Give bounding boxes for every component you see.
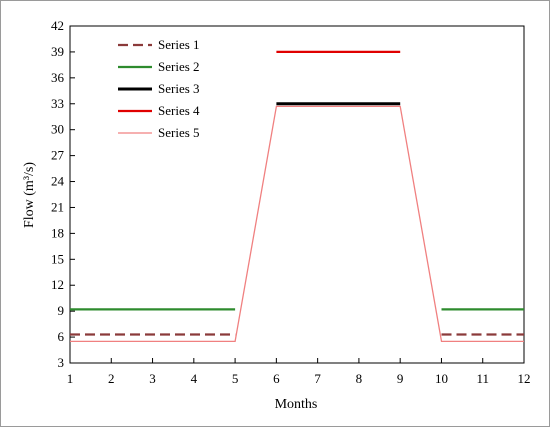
x-tick-label: 8 [356,371,363,386]
series-5-line [70,105,524,343]
series-4-legend-label: Series 4 [158,103,200,118]
x-tick-label: 6 [273,371,280,386]
x-axis-title: Months [275,397,318,412]
y-tick-label: 3 [58,355,65,370]
y-tick-label: 39 [51,44,64,59]
x-tick-label: 7 [314,371,321,386]
x-tick-label: 11 [476,371,489,386]
x-tick-label: 12 [518,371,531,386]
series-2-legend-label: Series 2 [158,59,200,74]
y-tick-label: 15 [51,251,64,266]
y-tick-label: 42 [51,18,64,33]
y-tick-label: 12 [51,277,64,292]
x-tick-label: 5 [232,371,239,386]
x-tick-label: 4 [191,371,198,386]
y-tick-label: 33 [51,96,64,111]
series-5-legend-label: Series 5 [158,125,200,140]
y-tick-label: 27 [51,148,65,163]
legend: Series 1 Series 2 Series 3 Series 4 Series 5 [118,37,200,140]
y-axis-title-text: Flow (m³/s) [22,162,37,228]
plot-border [69,25,525,364]
y-tick-label: 18 [51,225,64,240]
y-tick-label: 36 [51,70,65,85]
x-tick-label: 3 [149,371,156,386]
y-axis-title: Flow (m³/s) [22,162,37,228]
x-tick-label: 10 [435,371,448,386]
x-tick-label: 1 [67,371,74,386]
series-1-legend-label: Series 1 [158,37,200,52]
x-tick-label: 9 [397,371,404,386]
series-3-legend-label: Series 3 [158,81,200,96]
y-tick-label: 6 [58,329,65,344]
x-tick-label: 2 [108,371,115,386]
y-tick-label: 21 [51,199,64,214]
y-tick-label: 24 [51,174,65,189]
y-tick-label: 30 [51,122,64,137]
y-tick-label: 9 [58,303,65,318]
